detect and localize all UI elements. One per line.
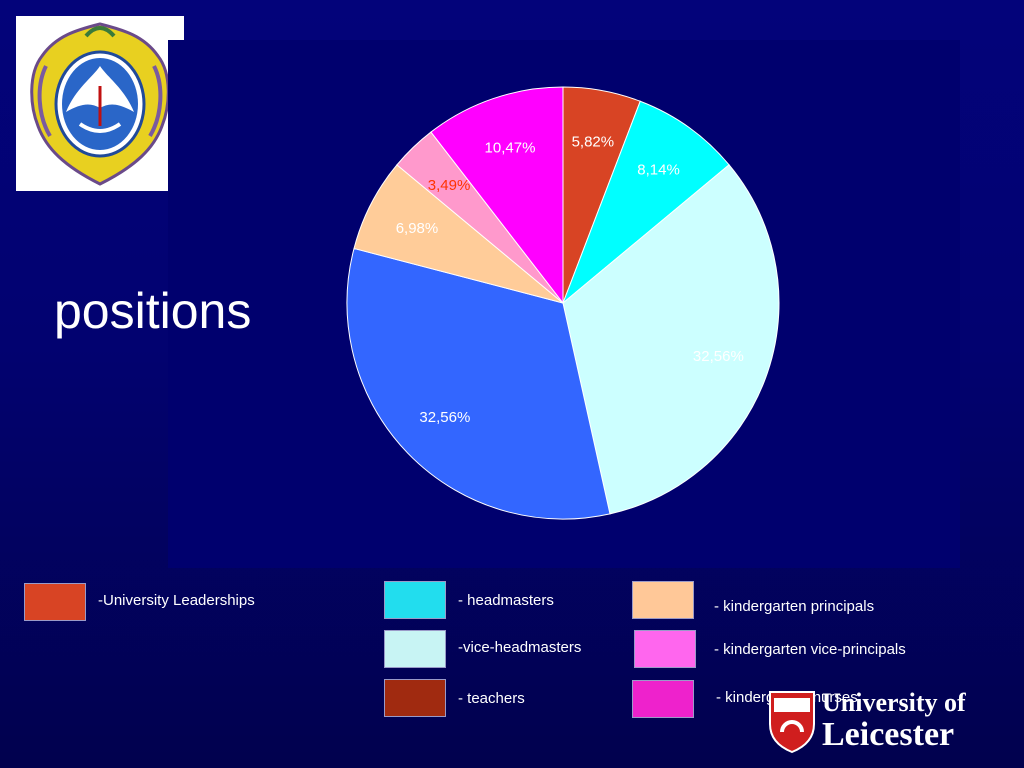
legend-swatch-3: [384, 630, 446, 668]
pie-data-label-6: 3,49%: [428, 177, 471, 194]
legend-swatch-1: [24, 583, 86, 621]
pie-data-label-7: 10,47%: [485, 140, 536, 157]
university-logo-line1: University of: [822, 688, 966, 717]
pie-slice-7: [430, 86, 564, 305]
legend-label-3: -vice-headmasters: [458, 639, 582, 656]
slide-title: positions: [54, 283, 252, 339]
legend-label-4: - teachers: [458, 690, 525, 707]
pie-slice-4: [346, 247, 611, 520]
pie-slice-2: [561, 100, 730, 305]
legend-label-5: - kindergarten principals: [714, 598, 875, 615]
shield-icon: [769, 691, 815, 754]
pie-data-label-5: 6,98%: [396, 220, 439, 237]
legend-label-1: -University Leaderships: [98, 592, 255, 609]
legend-swatch-6: [634, 630, 696, 668]
chart-plot-area: 5,82% 8,14% 32,56% 32,56% 6,98% 3,49% 10,47%: [168, 40, 960, 568]
legend-swatch-5: [632, 581, 694, 619]
pie-slice-3: [562, 164, 780, 515]
pie-data-label-2: 8,14%: [637, 162, 680, 179]
pie-chart: 5,82% 8,14% 32,56% 32,56% 6,98% 3,49% 10,47%: [346, 86, 780, 520]
legend-label-6: - kindergarten vice-principals: [714, 641, 906, 658]
pelican-crest-icon: [30, 22, 170, 186]
legend-swatch-2: [384, 581, 446, 619]
university-logo-line2: Leicester: [822, 716, 955, 753]
pelican-crest-logo: [16, 16, 184, 191]
university-of-leicester-logo: University of Leicester: [766, 686, 1014, 756]
legend-swatch-4: [384, 679, 446, 717]
legend-swatch-7: [632, 680, 694, 718]
legend-label-2: - headmasters: [458, 592, 554, 609]
pie-data-label-1: 5,82%: [572, 134, 615, 151]
pie-data-label-3: 32,56%: [693, 348, 744, 365]
pie-data-label-4: 32,56%: [419, 409, 470, 426]
